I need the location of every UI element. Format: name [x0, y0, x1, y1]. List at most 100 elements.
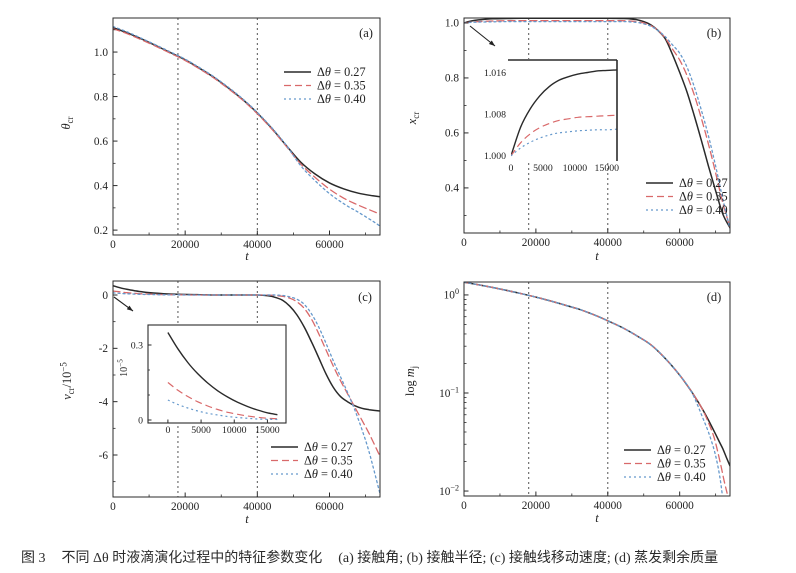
legend-label: Δθ = 0.40 [657, 470, 706, 484]
curves [113, 25, 380, 227]
x-tick-label: 60000 [315, 501, 344, 513]
reference-lines [177, 281, 258, 497]
y-tick-label: 100 [444, 287, 459, 302]
y-axis: 0 -2 -4 -6 [99, 290, 118, 483]
x-tick-label: 40000 [243, 501, 272, 513]
y-axis-label: log mj [403, 366, 419, 396]
y-axis-label: θcr [59, 116, 75, 129]
y-tick-label: 0.2 [94, 225, 108, 237]
inset-y-tick-label: 1.000 [484, 151, 506, 162]
panel-corner-label: (d) [707, 290, 722, 304]
y-axis-label: vcr/10−5 [59, 362, 77, 400]
inset-curve-series-3 [167, 399, 278, 421]
inset-x-tick-label: 10000 [563, 163, 588, 174]
legend-label: Δθ = 0.27 [317, 65, 366, 79]
inset-y-axis-label: 10−5 [117, 359, 131, 377]
x-tick-label: 20000 [171, 501, 200, 513]
x-tick-label: 0 [110, 501, 116, 513]
y-tick-label: 0.4 [94, 180, 108, 192]
figure-canvas: 0 20000 40000 60000 0.2 0.4 0.6 0.8 1.0 t θcr Δθ = … [59, 17, 731, 526]
legend-item: Δθ = 0.40 [284, 92, 366, 106]
x-tick-label: 0 [110, 239, 116, 251]
curve-a-series-1 [113, 26, 380, 198]
x-axis-label: t [245, 249, 249, 263]
y-tick-label: 0.6 [445, 128, 459, 140]
x-axis: 0 20000 40000 60000 [110, 492, 366, 513]
x-tick-label: 60000 [315, 239, 344, 251]
curves [464, 282, 730, 494]
inset-background [510, 59, 618, 162]
inset-x-tick-label: 5000 [191, 425, 211, 436]
y-tick-label: 1.0 [445, 18, 459, 30]
y-tick-label: -6 [99, 450, 109, 462]
legend-label: Δθ = 0.27 [304, 440, 353, 454]
legend-label: Δθ = 0.40 [317, 92, 366, 106]
legend-item: Δθ = 0.35 [646, 190, 728, 204]
axes-box [112, 17, 381, 236]
y-axis: 100 10−1 10−2 [439, 287, 469, 498]
legend-item: Δθ = 0.35 [284, 79, 366, 93]
curve-b-series-2 [464, 20, 730, 228]
caption-title: 不同 Δθ 时液滴演化过程中的特征参数变化 [61, 551, 323, 566]
x-tick-label: 40000 [243, 239, 272, 251]
legend-item: Δθ = 0.35 [271, 454, 353, 468]
x-tick-label: 0 [461, 500, 467, 512]
panel-corner-label: (c) [358, 290, 372, 304]
y-tick-label: 0.4 [445, 183, 459, 195]
curve-a-series-2 [113, 28, 380, 215]
curve-c-series-3 [113, 292, 380, 495]
figure-panel-grid: 0 20000 40000 60000 0.2 0.4 0.6 0.8 1.0 t θcr Δθ = … [59, 17, 731, 526]
y-tick-label: 10−1 [439, 385, 459, 400]
inset-x-tick-label: 0 [165, 425, 170, 436]
inset-curve-series-1 [511, 69, 617, 157]
axes-box [112, 280, 381, 498]
inset-x-tick-label: 15000 [255, 425, 280, 436]
inset-curve-series-2 [167, 382, 278, 420]
reference-lines [177, 18, 258, 235]
inset-curves [511, 69, 617, 157]
x-axis-label: t [245, 512, 249, 526]
inset-curve-series-1 [167, 332, 278, 416]
legend-item: Δθ = 0.35 [624, 457, 706, 471]
panel-a: 0 20000 40000 60000 0.2 0.4 0.6 0.8 1.0 t θcr Δθ = … [59, 17, 381, 263]
inset-x-tick-label: 10000 [222, 425, 247, 436]
curve-a-series-3 [113, 25, 380, 227]
reference-lines [528, 282, 609, 496]
x-tick-label: 20000 [522, 500, 551, 512]
axes-box [463, 17, 731, 234]
panel-b: 0 20000 40000 600000.40.60.81.0txcr1.0001.0… [405, 17, 731, 263]
inset-b: 1.000 1.008 1.016 0 5000 10000 15000 [484, 59, 619, 174]
panel-corner-label: (b) [707, 26, 722, 40]
inset-y-tick-label: 0.3 [131, 340, 143, 351]
y-tick-label: 0 [102, 290, 108, 302]
x-tick-label: 60000 [666, 237, 695, 249]
panel-corner-label: (a) [359, 26, 373, 40]
legend-item: Δθ = 0.40 [271, 467, 353, 481]
y-axis-label: xcr [405, 112, 421, 125]
y-tick-label: 0.6 [94, 136, 108, 148]
x-axis: 0 20000 40000 60000 [461, 228, 717, 249]
x-tick-label: 20000 [522, 237, 551, 249]
legend-item: Δθ = 0.27 [624, 443, 706, 457]
x-tick-label: 40000 [594, 237, 623, 249]
inset-background [147, 324, 287, 424]
annotation-arrowhead [126, 305, 133, 311]
inset-x-tick-label: 0 [509, 163, 514, 174]
inset-x-tick-label: 5000 [533, 163, 553, 174]
y-tick-label: 0.8 [94, 91, 108, 103]
axes-box [463, 281, 731, 497]
legend-label: Δθ = 0.27 [679, 176, 728, 190]
x-tick-label: 40000 [594, 500, 623, 512]
x-tick-label: 0 [461, 237, 467, 249]
reference-lines [528, 18, 609, 233]
legend-item: Δθ = 0.27 [271, 440, 353, 454]
x-axis: 0 20000 40000 60000 [110, 230, 366, 251]
inset-y-tick-label: 1.008 [484, 109, 506, 120]
caption-tag: 图 3 [21, 551, 46, 566]
curve-d-series-1 [464, 282, 730, 467]
legend-item: Δθ = 0.40 [624, 470, 706, 484]
